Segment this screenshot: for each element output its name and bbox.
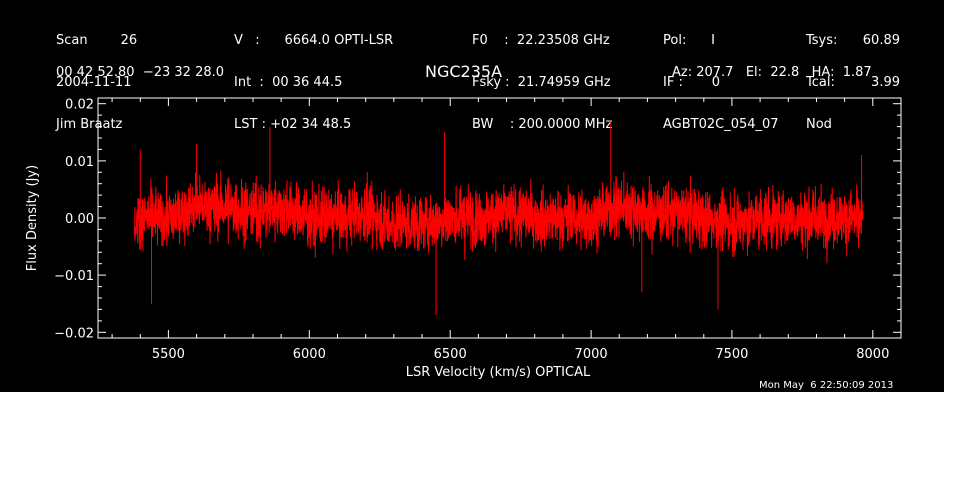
header-col-4: Pol: I IF : 0 AGBT02C_054_07 — [663, 6, 779, 160]
procedure-label: Nod — [806, 117, 832, 132]
x-tick-label-7000: 7000 — [575, 347, 608, 362]
integration-time: Int : 00 36 44.5 — [234, 75, 343, 90]
header-col-2: V : 6664.0 OPTI-LSR Int : 00 36 44.5 LST… — [234, 6, 393, 160]
scan-number: Scan 26 — [56, 33, 138, 48]
header-col-5: Tsys: Tcal: Nod — [806, 6, 837, 160]
x-tick-label-8000: 8000 — [856, 347, 889, 362]
y-tick-label-3: 0.01 — [65, 155, 94, 170]
sky-frequency: Fsky : 21.74959 GHz — [472, 75, 611, 90]
plot-timestamp: Mon May 6 22:50:09 2013 — [759, 380, 894, 391]
observer-name: Jim Braatz — [56, 117, 123, 132]
y-tick-label-0: −0.02 — [54, 326, 94, 341]
lst-readout: LST : +02 34 48.5 — [234, 117, 352, 132]
spectrum-series-line — [134, 170, 864, 264]
observation-date: 2004-11-11 — [56, 75, 132, 90]
y-tick-label-4: 0.02 — [65, 98, 94, 113]
tcal-value: 3.99 — [871, 75, 900, 90]
spectrum-layer — [134, 120, 864, 316]
x-tick-label-5500: 5500 — [152, 347, 185, 362]
y-axis-title: Flux Density (Jy) — [25, 165, 40, 271]
project-id: AGBT02C_054_07 — [663, 117, 779, 132]
header-col-3: F0 : 22.23508 GHz Fsky : 21.74959 GHz BW… — [472, 6, 612, 160]
header-col-1: Scan 26 2004-11-11 Jim Braatz — [56, 6, 137, 160]
rest-frequency: F0 : 22.23508 GHz — [472, 33, 610, 48]
polarization: Pol: I — [663, 33, 715, 48]
source-name: NGC235A — [425, 62, 503, 81]
az-el-ha-readout: Az: 207.7 El: 22.8 HA: 1.87 — [672, 65, 872, 80]
header-col-6: 60.89 3.99 — [830, 6, 900, 118]
y-tick-label-1: −0.01 — [54, 269, 94, 284]
velocity-readout: V : 6664.0 OPTI-LSR — [234, 33, 394, 48]
x-axis-title: LSR Velocity (km/s) OPTICAL — [406, 365, 591, 380]
tsys-label: Tsys: — [806, 33, 838, 48]
tcal-label: Tcal: — [806, 75, 835, 90]
tick-layer: 5500 6000 6500 7000 7500 8000 −0.02 −0.01 0.00 0.… — [54, 98, 902, 362]
x-tick-label-6000: 6000 — [293, 347, 326, 362]
source-coordinates: 00 42 52.80 −23 32 28.0 — [56, 65, 225, 80]
x-tick-label-7500: 7500 — [715, 347, 748, 362]
if-number: IF : 0 — [663, 75, 721, 90]
plot-panel: Scan 26 2004-11-11 Jim Braatz V : 6664.0… — [0, 0, 944, 392]
x-tick-label-6500: 6500 — [434, 347, 467, 362]
tsys-value: 60.89 — [862, 33, 900, 48]
bandwidth: BW : 200.0000 MHz — [472, 117, 613, 132]
y-tick-label-2: 0.00 — [65, 212, 94, 227]
spectrum-chart: 5500 6000 6500 7000 7500 8000 −0.02 −0.01 0.00 0.… — [25, 97, 902, 380]
